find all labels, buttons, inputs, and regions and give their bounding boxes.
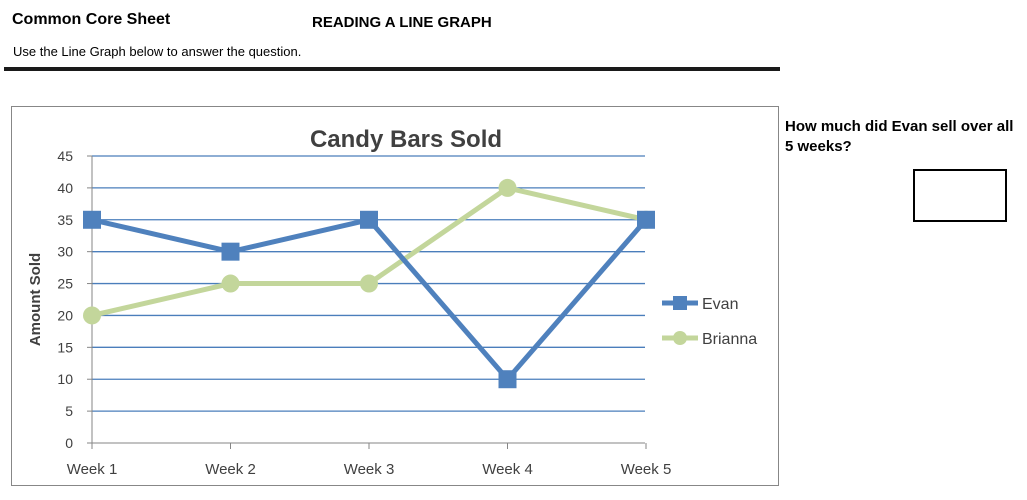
line-chart: Candy Bars Sold Amount Sold 0 5 10 15 20 25 30 35…: [27, 126, 757, 478]
y-tick-label: 0: [65, 435, 73, 451]
instructions-text: Use the Line Graph below to answer the q…: [13, 44, 302, 59]
data-point-brianna: [498, 178, 517, 197]
legend-marker-brianna: [673, 331, 687, 345]
data-point-brianna: [360, 274, 378, 293]
data-point-brianna: [221, 274, 240, 293]
y-tick-label: 30: [57, 244, 73, 260]
question-text: How much did Evan sell over all 5 weeks?: [785, 118, 1014, 155]
y-tick-label: 15: [57, 339, 73, 355]
y-tick-label: 20: [57, 307, 73, 323]
answer-box[interactable]: [913, 169, 1007, 222]
x-tick-label: Week 1: [67, 461, 118, 478]
header-divider: [4, 67, 780, 71]
legend-label-brianna: Brianna: [702, 331, 757, 348]
y-tick-label: 25: [57, 276, 73, 292]
y-tick-label: 35: [57, 212, 73, 228]
data-point-evan: [221, 242, 240, 261]
y-axis-label: Amount Sold: [27, 253, 44, 346]
legend-marker-evan: [673, 296, 687, 310]
x-tick-label: Week 2: [205, 461, 256, 478]
data-point-evan: [637, 210, 655, 229]
data-point-evan: [360, 210, 378, 229]
x-tick-label: Week 3: [344, 461, 395, 478]
y-tick-label: 40: [57, 180, 73, 196]
x-tick-label: Week 5: [621, 461, 672, 478]
y-tick-label: 45: [57, 148, 73, 164]
data-point-evan: [83, 210, 101, 229]
legend-label-evan: Evan: [702, 296, 738, 313]
y-tick-label: 5: [65, 403, 73, 419]
sheet-title: Common Core Sheet: [12, 11, 171, 28]
data-point-evan: [498, 370, 517, 389]
data-point-brianna: [83, 306, 101, 325]
chart-container: Candy Bars Sold Amount Sold 0 5 10 15 20 25 30 35…: [11, 106, 779, 486]
chart-title: Candy Bars Sold: [310, 126, 502, 153]
series-line-evan: [91, 217, 648, 382]
y-tick-label: 10: [57, 371, 73, 387]
x-tick-label: Week 4: [482, 461, 533, 478]
page-title: READING A LINE GRAPH: [312, 14, 492, 31]
